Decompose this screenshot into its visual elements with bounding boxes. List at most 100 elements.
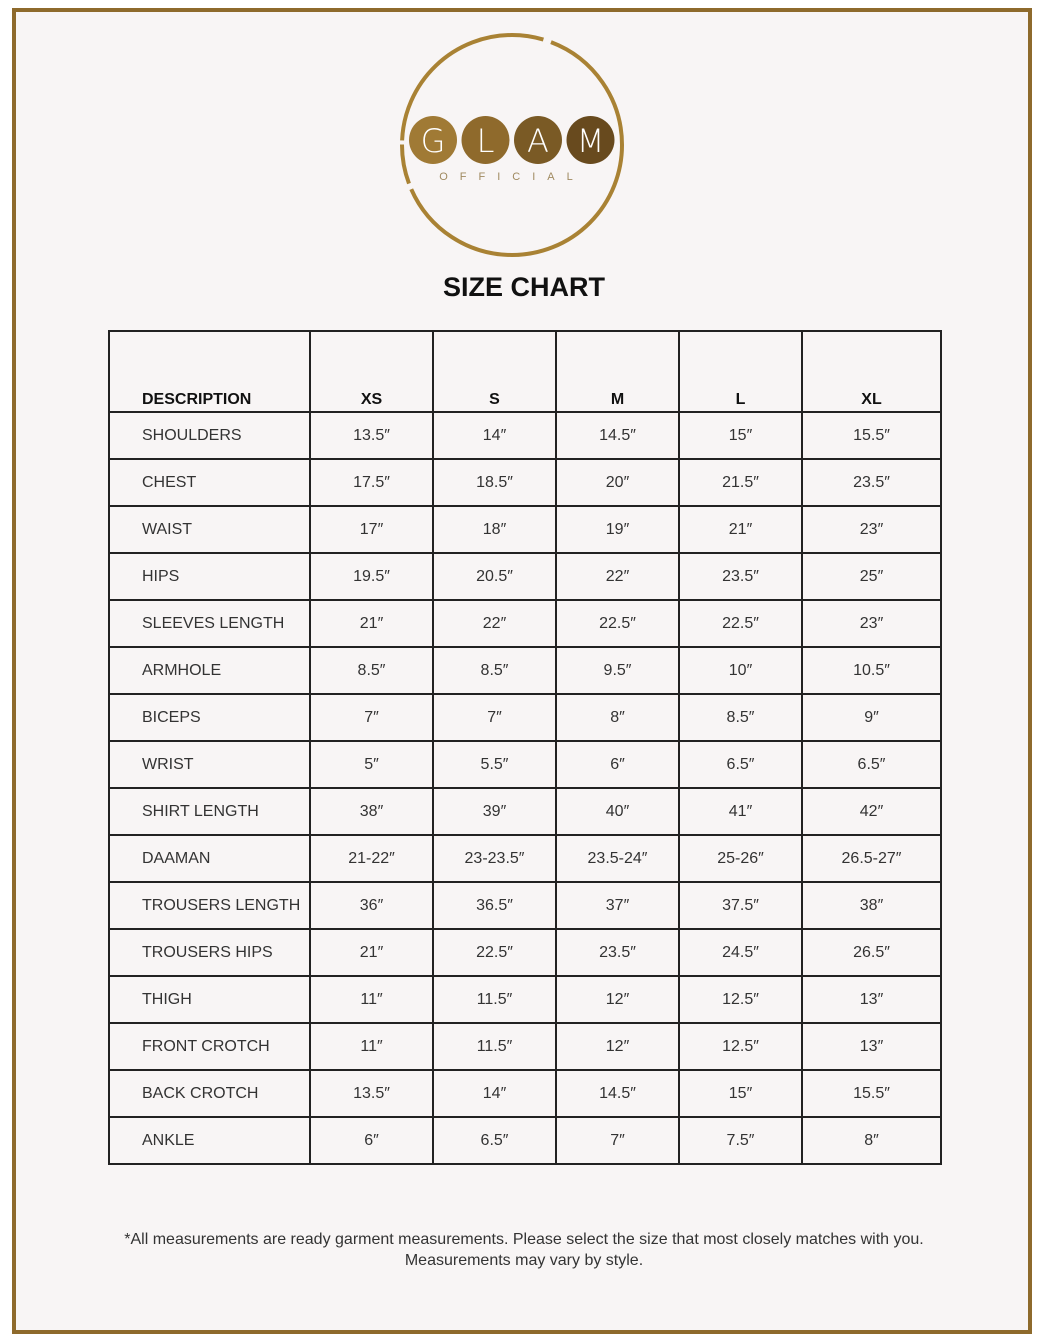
row-label: THIGH	[108, 975, 311, 1024]
measurement-cell: 23″	[801, 505, 942, 554]
measurement-cell: 8″	[555, 693, 680, 742]
measurement-cell: 8.5″	[309, 646, 434, 695]
table-row: SHIRT LENGTH 38″ 39″ 40″ 41″ 42″	[108, 787, 942, 836]
logo-letter: L	[477, 122, 495, 160]
measurement-cell: 12.5″	[678, 975, 803, 1024]
measurement-cell: 13″	[801, 1022, 942, 1071]
measurement-cell: 25″	[801, 552, 942, 601]
measurement-cell: 8.5″	[432, 646, 557, 695]
measurement-cell: 21-22″	[309, 834, 434, 883]
measurement-cell: 23.5″	[801, 458, 942, 507]
measurement-cell: 26.5″	[801, 928, 942, 977]
measurement-cell: 21″	[309, 599, 434, 648]
measurement-cell: 8″	[801, 1116, 942, 1165]
logo-letter-circle	[514, 116, 562, 164]
table-row: BICEPS 7″ 7″ 8″ 8.5″ 9″	[108, 693, 942, 742]
measurement-cell: 20.5″	[432, 552, 557, 601]
measurement-cell: 13.5″	[309, 1069, 434, 1118]
measurement-cell: 12.5″	[678, 1022, 803, 1071]
measurement-cell: 19″	[555, 505, 680, 554]
measurement-cell: 17.5″	[309, 458, 434, 507]
measurement-cell: 13″	[801, 975, 942, 1024]
measurement-cell: 18.5″	[432, 458, 557, 507]
measurement-cell: 22.5″	[678, 599, 803, 648]
measurement-cell: 11″	[309, 975, 434, 1024]
measurement-cell: 22.5″	[555, 599, 680, 648]
table-row: HIPS 19.5″ 20.5″ 22″ 23.5″ 25″	[108, 552, 942, 601]
table-row: TROUSERS LENGTH 36″ 36.5″ 37″ 37.5″ 38″	[108, 881, 942, 930]
measurement-cell: 19.5″	[309, 552, 434, 601]
measurement-cell: 26.5-27″	[801, 834, 942, 883]
table-row: ARMHOLE 8.5″ 8.5″ 9.5″ 10″ 10.5″	[108, 646, 942, 695]
table-row: FRONT CROTCH 11″ 11.5″ 12″ 12.5″ 13″	[108, 1022, 942, 1071]
measurement-cell: 42″	[801, 787, 942, 836]
row-label: TROUSERS LENGTH	[108, 881, 311, 930]
measurement-cell: 14″	[432, 411, 557, 460]
footnote-line-1: *All measurements are ready garment meas…	[124, 1231, 924, 1248]
measurement-cell: 14.5″	[555, 411, 680, 460]
row-label: ARMHOLE	[108, 646, 311, 695]
measurement-cell: 25-26″	[678, 834, 803, 883]
measurement-cell: 37″	[555, 881, 680, 930]
measurement-cell: 23″	[801, 599, 942, 648]
measurement-cell: 12″	[555, 1022, 680, 1071]
table-row: WAIST 17″ 18″ 19″ 21″ 23″	[108, 505, 942, 554]
row-label: BICEPS	[108, 693, 311, 742]
logo-letter: A	[527, 122, 549, 160]
table-row: SLEEVES LENGTH 21″ 22″ 22.5″ 22.5″ 23″	[108, 599, 942, 648]
measurement-cell: 15″	[678, 411, 803, 460]
measurement-cell: 9.5″	[555, 646, 680, 695]
measurement-cell: 6.5″	[432, 1116, 557, 1165]
measurement-cell: 40″	[555, 787, 680, 836]
page-title: SIZE CHART	[443, 272, 605, 302]
measurement-cell: 7.5″	[678, 1116, 803, 1165]
measurement-cell: 14.5″	[555, 1069, 680, 1118]
row-label: TROUSERS HIPS	[108, 928, 311, 977]
measurement-cell: 36″	[309, 881, 434, 930]
measurement-cell: 11.5″	[432, 975, 557, 1024]
measurement-cell: 11″	[309, 1022, 434, 1071]
header-size-s: S	[432, 330, 557, 413]
row-label: CHEST	[108, 458, 311, 507]
measurement-cell: 38″	[801, 881, 942, 930]
measurement-cell: 22″	[555, 552, 680, 601]
row-label: DAAMAN	[108, 834, 311, 883]
table-row: SHOULDERS 13.5″ 14″ 14.5″ 15″ 15.5″	[108, 411, 942, 460]
header-size-xl: XL	[801, 330, 942, 413]
measurement-cell: 5″	[309, 740, 434, 789]
footnote: *All measurements are ready garment meas…	[0, 1229, 1048, 1271]
row-label: WAIST	[108, 505, 311, 554]
logo-subtitle: OFFICIAL	[439, 171, 585, 183]
header-size-l: L	[678, 330, 803, 413]
measurement-cell: 7″	[432, 693, 557, 742]
measurement-cell: 7″	[309, 693, 434, 742]
measurement-cell: 24.5″	[678, 928, 803, 977]
measurement-cell: 21″	[678, 505, 803, 554]
logo-letter-circle	[409, 116, 457, 164]
row-label: SHOULDERS	[108, 411, 311, 460]
measurement-cell: 6.5″	[678, 740, 803, 789]
size-chart-table: DESCRIPTION XS S M L XL SHOULDERS 13.5″ 14″ 14.5…	[108, 330, 942, 1165]
row-label: FRONT CROTCH	[108, 1022, 311, 1071]
table-row: TROUSERS HIPS 21″ 22.5″ 23.5″ 24.5″ 26.5″	[108, 928, 942, 977]
logo-letter: M	[577, 122, 605, 160]
measurement-cell: 20″	[555, 458, 680, 507]
table-row: THIGH 11″ 11.5″ 12″ 12.5″ 13″	[108, 975, 942, 1024]
measurement-cell: 23.5-24″	[555, 834, 680, 883]
row-label: SHIRT LENGTH	[108, 787, 311, 836]
table-row: DAAMAN 21-22″ 23-23.5″ 23.5-24″ 25-26″ 26.5-2…	[108, 834, 942, 883]
row-label: SLEEVES LENGTH	[108, 599, 311, 648]
table-row: ANKLE 6″ 6.5″ 7″ 7.5″ 8″	[108, 1116, 942, 1165]
measurement-cell: 37.5″	[678, 881, 803, 930]
table-header-row: DESCRIPTION XS S M L XL	[108, 330, 942, 413]
row-label: HIPS	[108, 552, 311, 601]
logo-letter: G	[421, 122, 446, 160]
measurement-cell: 10″	[678, 646, 803, 695]
row-label: BACK CROTCH	[108, 1069, 311, 1118]
measurement-cell: 6″	[555, 740, 680, 789]
measurement-cell: 15.5″	[801, 1069, 942, 1118]
measurement-cell: 12″	[555, 975, 680, 1024]
measurement-cell: 13.5″	[309, 411, 434, 460]
measurement-cell: 6.5″	[801, 740, 942, 789]
